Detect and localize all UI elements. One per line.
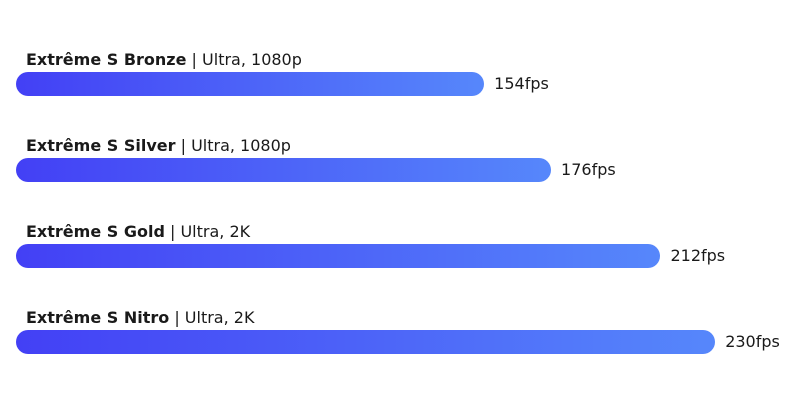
value-label: 154fps	[494, 74, 549, 93]
test-settings: Ultra, 2K	[184, 308, 255, 327]
bar-row: Extrême S Bronze | Ultra, 1080p 154fps	[0, 50, 800, 110]
bar-label: Extrême S Nitro | Ultra, 2K	[26, 308, 255, 327]
product-name: Extrême S Silver	[26, 136, 176, 155]
product-name: Extrême S Bronze	[26, 50, 187, 69]
test-settings: Ultra, 1080p	[191, 136, 291, 155]
bar-row: Extrême S Gold | Ultra, 2K 212fps	[0, 222, 800, 282]
test-settings: Ultra, 1080p	[202, 50, 302, 69]
bar-row: Extrême S Silver | Ultra, 1080p 176fps	[0, 136, 800, 196]
bar-label: Extrême S Bronze | Ultra, 1080p	[26, 50, 302, 69]
bar	[16, 158, 552, 182]
bar	[16, 244, 661, 268]
bar	[16, 330, 716, 354]
product-name: Extrême S Nitro	[26, 308, 170, 327]
value-label: 176fps	[561, 160, 616, 179]
bar-label: Extrême S Silver | Ultra, 1080p	[26, 136, 291, 155]
product-name: Extrême S Gold	[26, 222, 165, 241]
bar-row: Extrême S Nitro | Ultra, 2K 230fps	[0, 308, 800, 368]
test-settings: Ultra, 2K	[180, 222, 251, 241]
value-label: 212fps	[670, 246, 726, 265]
value-label: 230fps	[725, 332, 780, 351]
bar	[16, 72, 485, 96]
bar-label: Extrême S Gold | Ultra, 2K	[26, 222, 251, 241]
